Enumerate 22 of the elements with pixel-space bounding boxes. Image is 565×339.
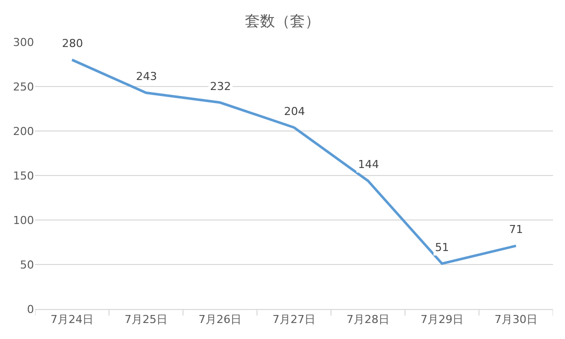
data-label: 144 xyxy=(358,158,379,171)
x-tick-label: 7月27日 xyxy=(272,313,316,326)
chart-title: 套数（套） xyxy=(245,12,320,30)
data-label: 71 xyxy=(509,223,523,236)
x-tick-label: 7月29日 xyxy=(420,313,464,326)
data-label: 280 xyxy=(62,37,83,50)
x-tick-label: 7月28日 xyxy=(346,313,390,326)
y-tick-label: 150 xyxy=(13,169,34,182)
x-tick-label: 7月24日 xyxy=(50,313,94,326)
y-tick-label: 300 xyxy=(13,36,34,49)
y-tick-label: 0 xyxy=(27,302,34,316)
y-tick-label: 50 xyxy=(20,258,34,272)
data-label: 204 xyxy=(284,105,305,118)
x-tick-label: 7月26日 xyxy=(198,313,242,326)
data-label: 51 xyxy=(435,241,449,254)
y-tick-label: 100 xyxy=(13,214,34,227)
data-label: 232 xyxy=(210,80,231,93)
y-tick-label: 250 xyxy=(13,80,34,94)
data-label: 243 xyxy=(136,70,157,83)
x-tick-label: 7月30日 xyxy=(494,313,538,326)
x-tick-label: 7月25日 xyxy=(124,313,168,326)
y-tick-label: 200 xyxy=(13,124,34,138)
